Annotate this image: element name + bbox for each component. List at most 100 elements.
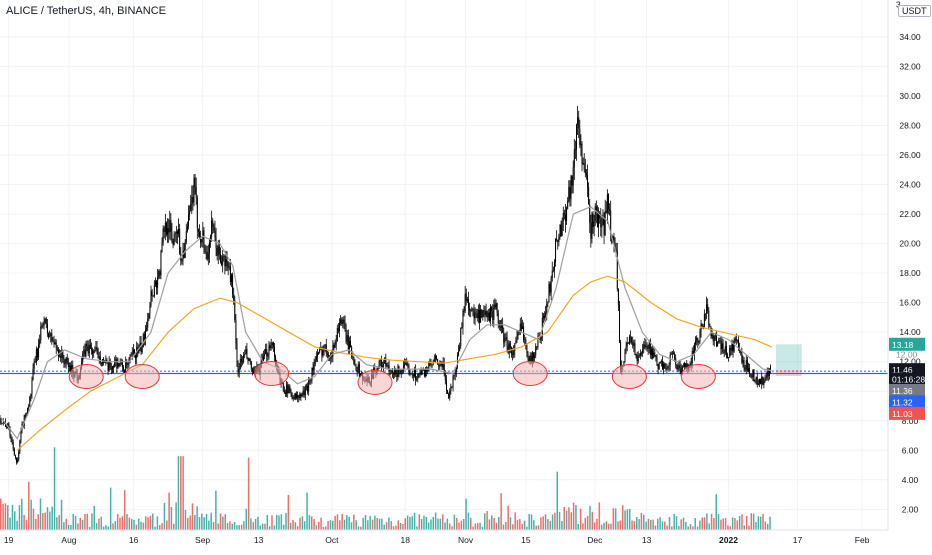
candle-body: [479, 309, 481, 323]
candle-body: [507, 346, 509, 353]
candle-body: [304, 387, 306, 396]
candle-body: [648, 340, 650, 349]
volume-bar: [208, 520, 210, 530]
currency-badge[interactable]: USDT: [898, 5, 931, 17]
candle-body: [519, 323, 521, 331]
price-label-box: [889, 383, 925, 397]
volume-bar: [98, 518, 100, 530]
candle-body: [224, 256, 226, 267]
x-tick-label: 16: [129, 535, 139, 545]
candle-body: [113, 366, 115, 368]
candle-body: [355, 365, 357, 371]
y-tick-label: 2.00: [902, 504, 919, 514]
volume-bar: [95, 523, 98, 530]
volume-bar: [495, 522, 498, 530]
candle-body: [2, 422, 4, 424]
candle-body: [222, 256, 224, 265]
candle-body: [431, 364, 433, 366]
candle-body: [221, 261, 223, 265]
candle-body: [350, 341, 352, 348]
candle-body: [122, 367, 124, 371]
volume-bar: [102, 526, 105, 530]
volume-bar: [448, 523, 451, 530]
candle-body: [336, 328, 338, 342]
candle-body: [381, 366, 383, 368]
candle-body: [471, 309, 473, 311]
candle-body: [243, 355, 245, 362]
y-tick-label-partial: 3: [896, 0, 901, 9]
candle-body: [16, 457, 18, 463]
candle-body: [300, 393, 302, 397]
volume-bar: [427, 522, 430, 530]
candle-body: [50, 333, 52, 336]
candle-body: [436, 355, 438, 360]
candle-body: [30, 393, 32, 397]
candle-body: [492, 310, 494, 320]
candle-body: [313, 363, 315, 371]
candle-body: [341, 319, 343, 324]
candle-body: [515, 340, 517, 344]
candle-body: [647, 346, 649, 349]
y-tick-label: 20.00: [899, 239, 921, 249]
volume-bar: [130, 518, 133, 530]
candle-body: [251, 368, 253, 372]
x-tick-label: 19: [4, 535, 14, 545]
candle-body: [189, 210, 191, 215]
candle-body: [385, 357, 387, 367]
volume-bar: [498, 517, 500, 530]
volume-bar: [325, 526, 327, 530]
candle-body: [556, 238, 558, 241]
candle-body: [315, 356, 317, 361]
volume-bar: [161, 523, 163, 530]
candle-body: [601, 225, 603, 228]
candle-body: [428, 362, 430, 371]
volume-bar: [310, 516, 313, 530]
candle-body: [232, 274, 234, 295]
candle-body: [173, 234, 175, 245]
volume-bar: [44, 512, 46, 530]
candle-body: [33, 361, 35, 369]
candle-body: [568, 187, 570, 201]
volume-bar: [404, 518, 407, 530]
volume-bar: [416, 526, 418, 530]
volume-bar: [682, 517, 685, 530]
candle-body: [614, 244, 616, 249]
candle-body: [268, 345, 270, 355]
volume-bar: [413, 512, 416, 530]
candle-body: [88, 344, 90, 354]
volume-bar: [332, 520, 334, 530]
ma-fast-line: [0, 206, 772, 440]
volume-bar: [339, 520, 341, 530]
candle-body: [637, 355, 639, 361]
volume-bar: [91, 513, 93, 530]
volume-bar: [303, 521, 306, 530]
volume-bar: [58, 515, 60, 530]
candle-body: [405, 363, 407, 365]
candle-body: [238, 368, 240, 373]
volume-bar: [196, 506, 198, 530]
candle-body: [634, 343, 636, 356]
candle-body: [412, 374, 414, 377]
candle-body: [416, 378, 418, 380]
candle-body: [424, 370, 426, 376]
candle-body: [505, 337, 507, 339]
volume-bar: [88, 527, 91, 530]
candle-body: [98, 356, 100, 358]
candle-body: [717, 342, 719, 347]
candle-body: [10, 435, 12, 439]
volume-bar: [638, 519, 640, 530]
candle-body: [595, 206, 597, 214]
candle-body: [477, 309, 479, 319]
volume-bar: [589, 505, 591, 530]
price-label: 11.36: [892, 386, 913, 396]
candle-body: [114, 362, 116, 368]
volume-bar: [112, 523, 114, 530]
candle-body: [701, 323, 703, 327]
price-label: 13.18: [892, 340, 914, 350]
candle-body: [588, 187, 590, 205]
price-label: 11.46: [892, 365, 913, 375]
volume-bar: [572, 502, 575, 530]
candle-body: [142, 334, 144, 348]
